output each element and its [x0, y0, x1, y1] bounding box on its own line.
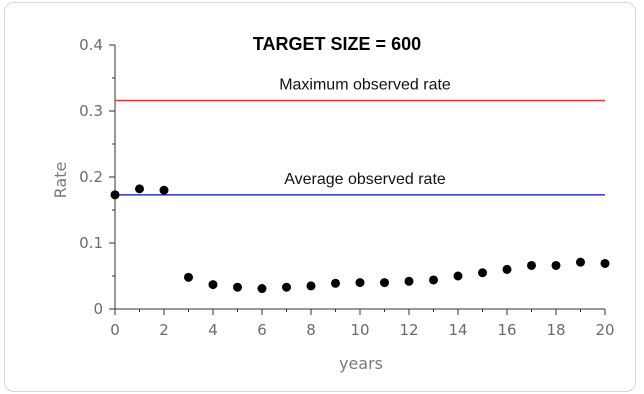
data-point [404, 276, 414, 286]
data-point [306, 281, 316, 291]
x-tick-label: 2 [159, 321, 169, 339]
reference-lines: Maximum observed rate Average observed ra… [115, 76, 605, 196]
data-point [478, 268, 487, 278]
x-tick-label: 14 [448, 321, 467, 339]
y-tick-label: 0.4 [79, 36, 103, 54]
data-point [453, 271, 463, 281]
x-axis-title: years [339, 354, 383, 373]
reference-line-label: Maximum observed rate [279, 76, 451, 93]
data-point [257, 284, 267, 294]
x-tick-label: 0 [110, 321, 120, 339]
data-points [110, 184, 610, 294]
data-point [184, 272, 193, 282]
data-point [600, 258, 610, 268]
x-tick-label: 10 [350, 321, 369, 339]
x-tick-label: 18 [546, 321, 565, 339]
x-tick-label: 8 [306, 321, 316, 339]
data-point [331, 278, 340, 288]
y-ticks: 0 0.1 0.2 0.3 0.4 [79, 36, 115, 318]
data-point [576, 257, 585, 267]
data-point [502, 264, 512, 274]
x-tick-label: 20 [595, 321, 614, 339]
y-tick-label: 0 [93, 300, 103, 318]
data-point [233, 282, 242, 292]
x-tick-label: 4 [208, 321, 218, 339]
y-tick-label: 0.2 [79, 168, 103, 186]
y-tick-label: 0.1 [79, 234, 103, 252]
data-point [527, 260, 536, 270]
data-point [159, 185, 169, 195]
reference-line-label: Average observed rate [284, 171, 446, 188]
x-tick-label: 16 [497, 321, 516, 339]
x-tick-label: 6 [257, 321, 267, 339]
data-point [380, 278, 389, 288]
chart-frame [4, 2, 636, 392]
y-axis-title: Rate [51, 162, 70, 199]
x-ticks: 0 2 4 6 8 10 12 14 16 18 20 [110, 309, 615, 339]
data-point [208, 280, 218, 290]
y-tick-label: 0.3 [79, 102, 103, 120]
data-point [110, 190, 120, 200]
data-point [551, 260, 561, 270]
x-tick-label: 12 [399, 321, 418, 339]
data-point [282, 282, 291, 292]
data-point [429, 275, 438, 285]
data-point [355, 278, 365, 288]
data-point [135, 184, 144, 194]
chart-title: TARGET SIZE = 600 [253, 34, 421, 54]
